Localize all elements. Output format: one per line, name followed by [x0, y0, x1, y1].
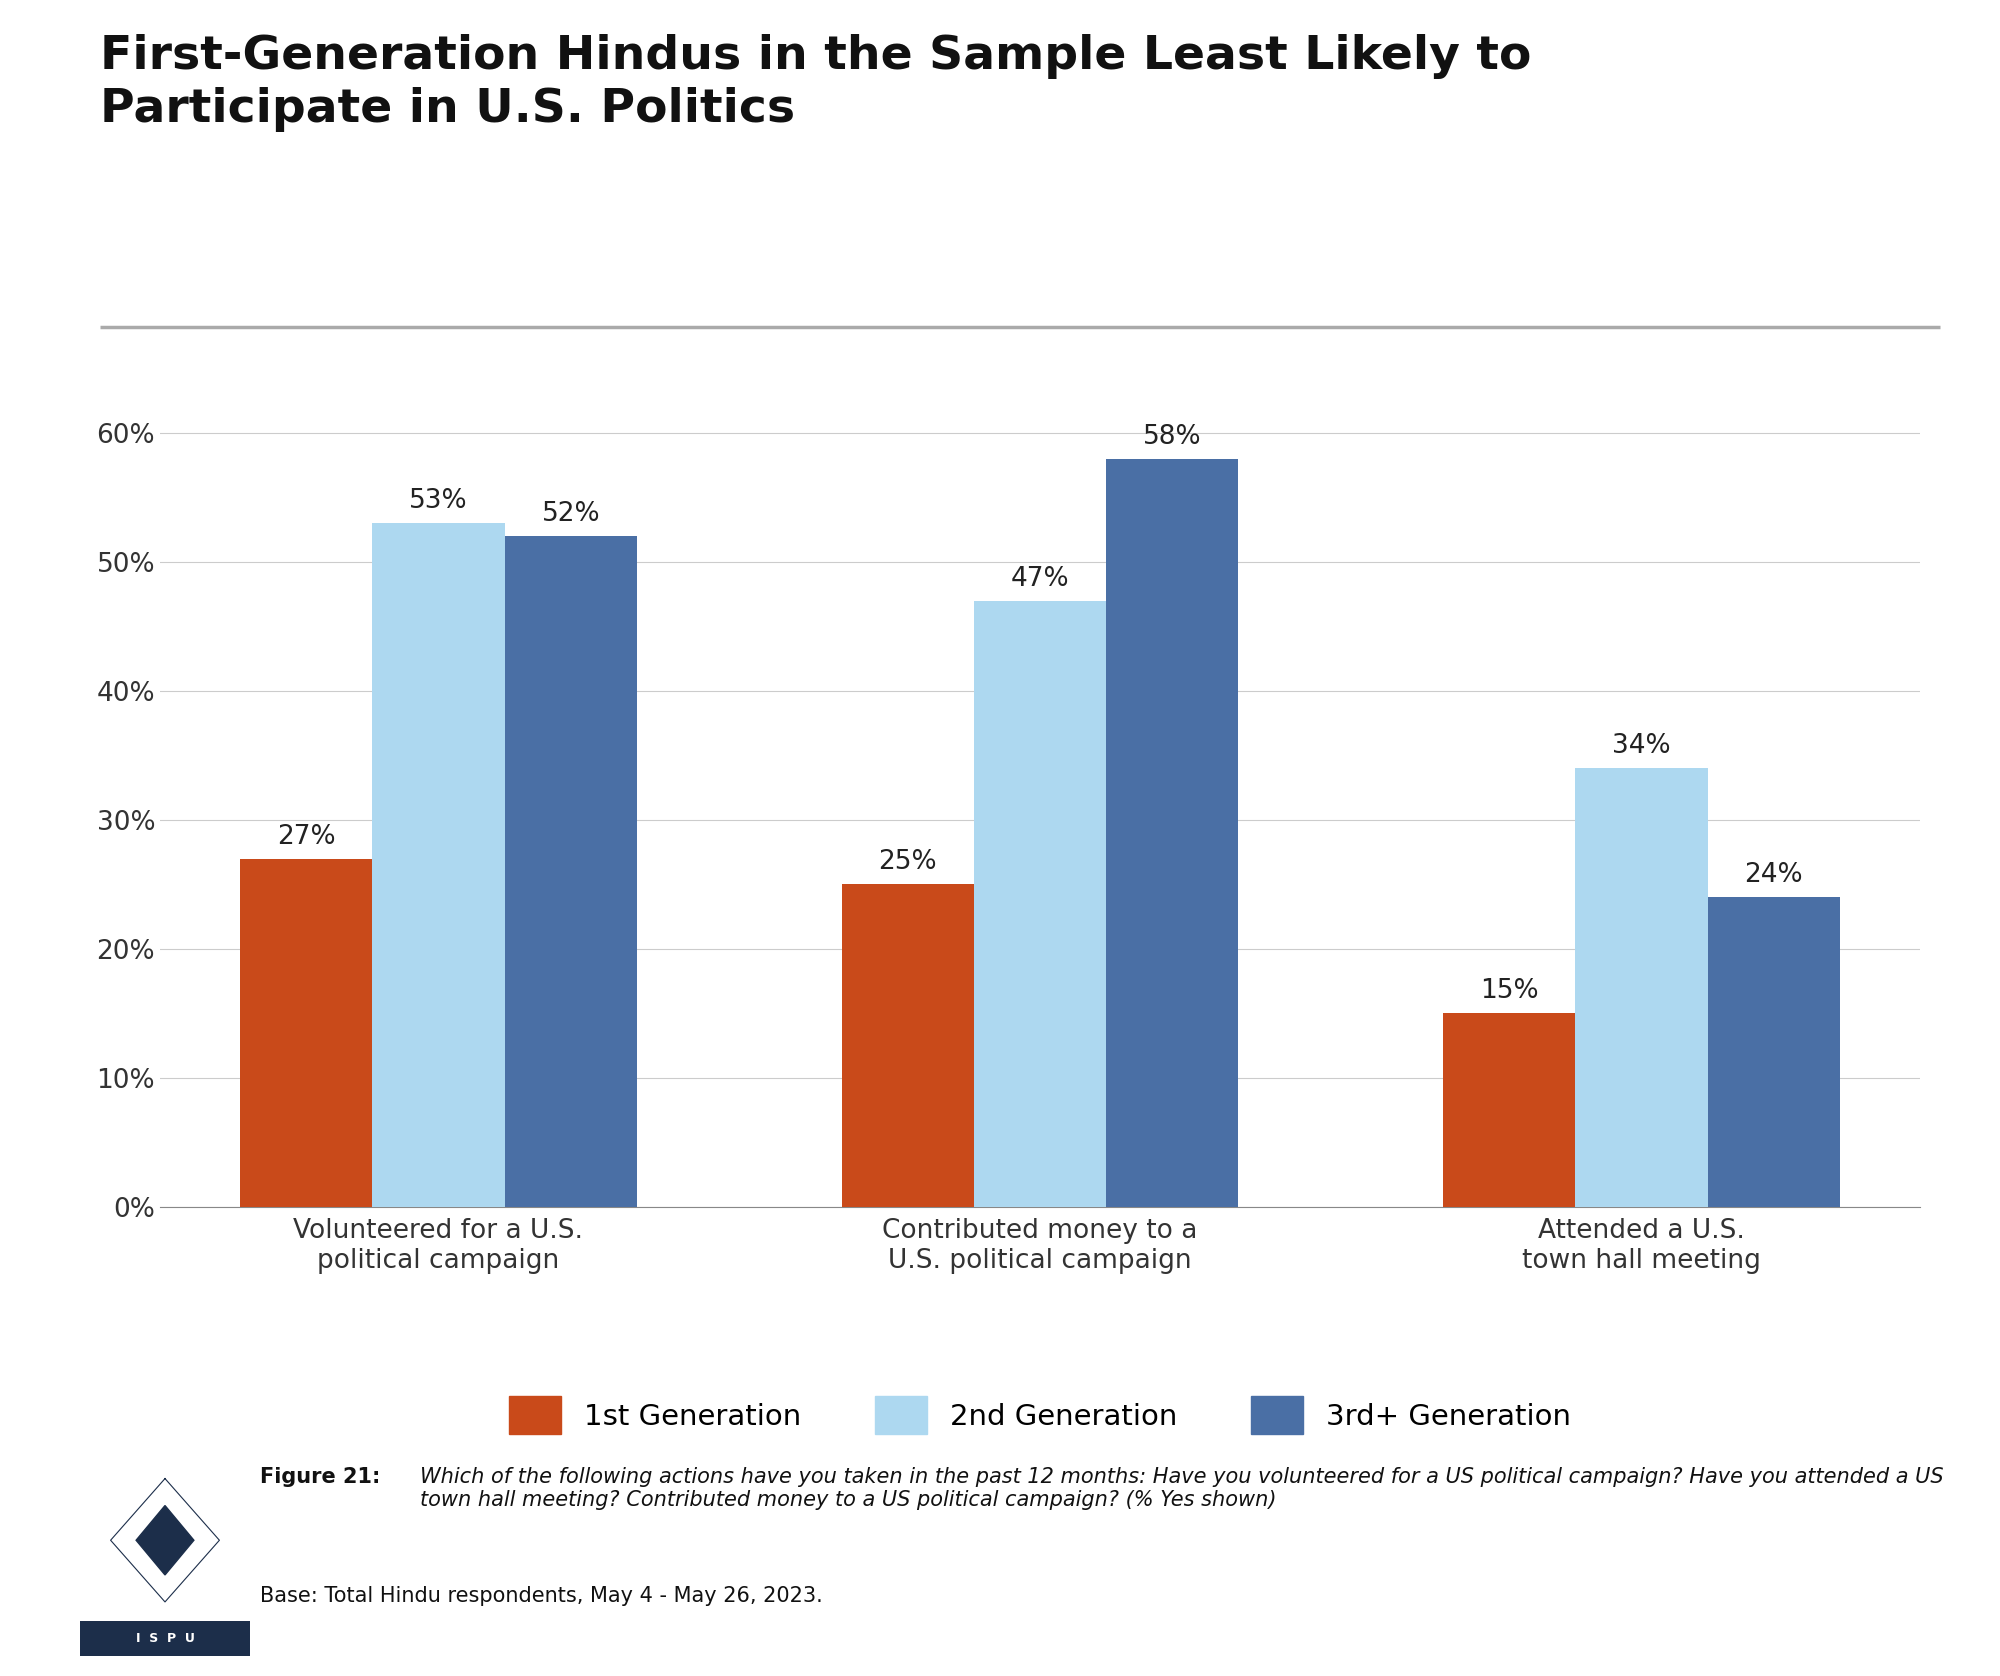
Polygon shape: [136, 1505, 194, 1575]
Text: I  S  P  U: I S P U: [136, 1632, 194, 1646]
Text: Base: Total Hindu respondents, May 4 - May 26, 2023.: Base: Total Hindu respondents, May 4 - M…: [260, 1585, 822, 1606]
Text: Figure 21:: Figure 21:: [260, 1466, 388, 1487]
FancyBboxPatch shape: [80, 1621, 250, 1656]
Bar: [974, 600, 1106, 1207]
Text: 24%: 24%: [1744, 861, 1804, 888]
Bar: [240, 858, 372, 1207]
Text: 53%: 53%: [410, 488, 468, 515]
Legend: 1st Generation, 2nd Generation, 3rd+ Generation: 1st Generation, 2nd Generation, 3rd+ Gen…: [496, 1384, 1584, 1445]
Bar: [1106, 459, 1238, 1207]
Polygon shape: [110, 1478, 220, 1602]
Bar: [842, 885, 974, 1207]
Text: 27%: 27%: [276, 823, 336, 850]
Bar: [1708, 897, 1840, 1207]
Text: 34%: 34%: [1612, 734, 1670, 759]
Text: 52%: 52%: [542, 501, 600, 528]
Bar: [1444, 1014, 1576, 1207]
Bar: [1576, 768, 1708, 1207]
Text: First-Generation Hindus in the Sample Least Likely to
Participate in U.S. Politi: First-Generation Hindus in the Sample Le…: [100, 34, 1532, 132]
Text: 47%: 47%: [1010, 566, 1070, 592]
Bar: [372, 523, 504, 1207]
Text: 25%: 25%: [878, 850, 936, 875]
Text: 58%: 58%: [1144, 424, 1202, 449]
Text: 15%: 15%: [1480, 979, 1538, 1004]
Text: Which of the following actions have you taken in the past 12 months: Have you vo: Which of the following actions have you …: [420, 1466, 1944, 1510]
Bar: [504, 536, 636, 1207]
